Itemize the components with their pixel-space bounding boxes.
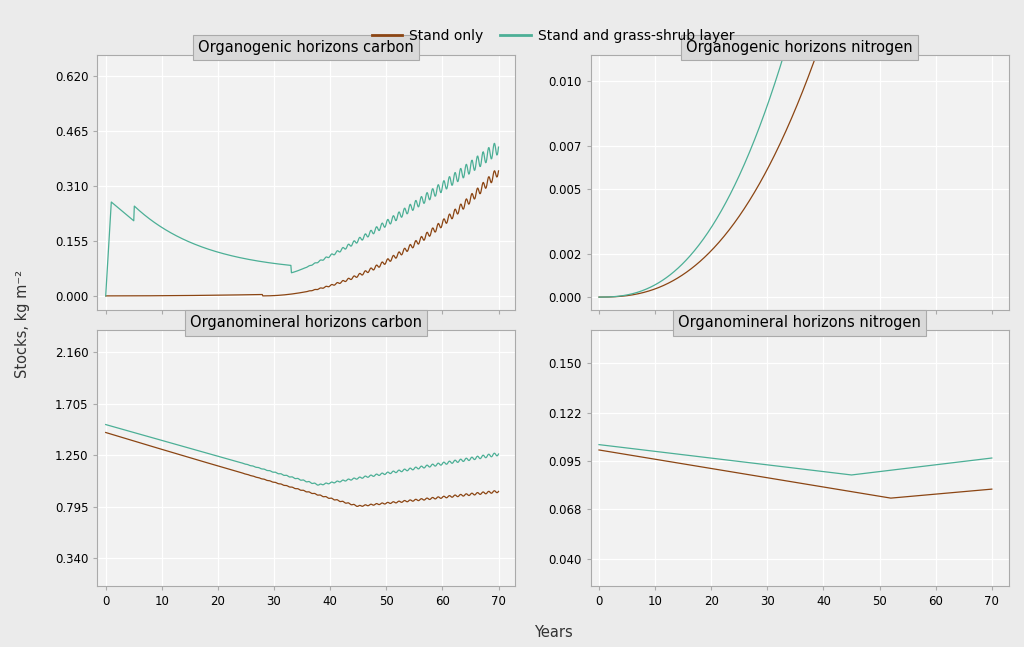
Title: Organomineral horizons nitrogen: Organomineral horizons nitrogen bbox=[678, 316, 921, 331]
Legend: Stand only, Stand and grass-shrub layer: Stand only, Stand and grass-shrub layer bbox=[367, 23, 739, 49]
Title: Organogenic horizons nitrogen: Organogenic horizons nitrogen bbox=[686, 40, 913, 55]
Title: Organogenic horizons carbon: Organogenic horizons carbon bbox=[199, 40, 414, 55]
Title: Organomineral horizons carbon: Organomineral horizons carbon bbox=[190, 316, 422, 331]
Text: Stocks, kg m⁻²: Stocks, kg m⁻² bbox=[15, 269, 30, 378]
Text: Years: Years bbox=[534, 625, 572, 641]
